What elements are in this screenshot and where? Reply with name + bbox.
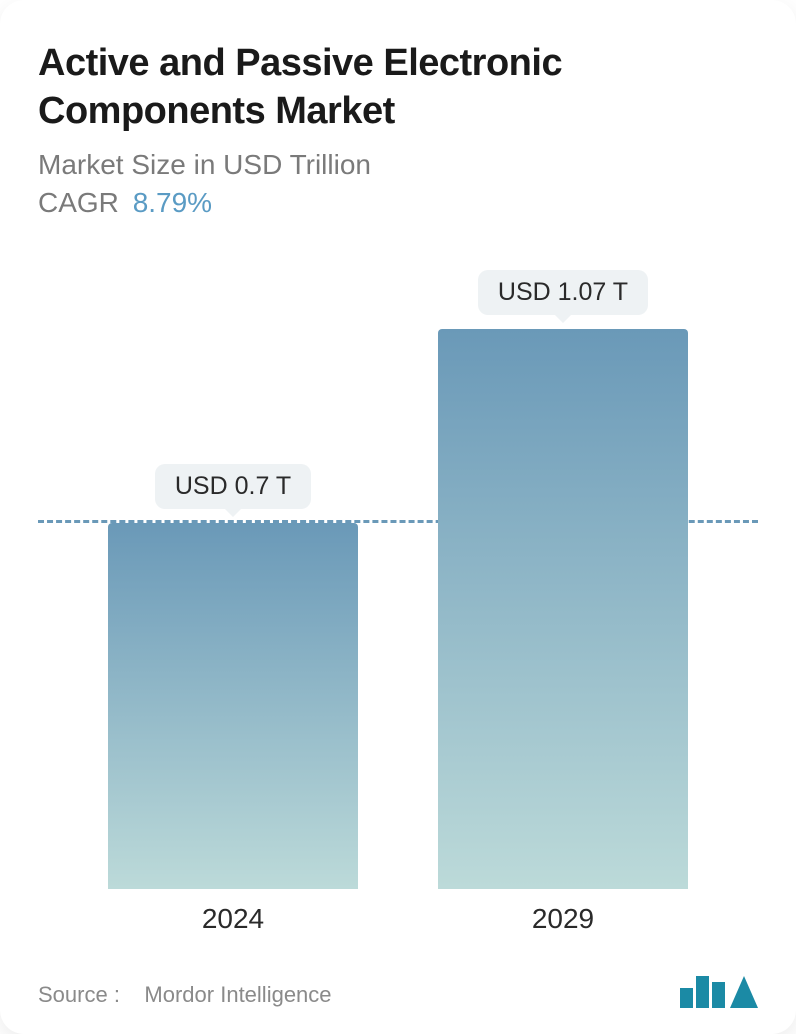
bar xyxy=(108,523,358,889)
brand-logo-icon xyxy=(680,976,758,1008)
source-text: Source : Mordor Intelligence xyxy=(38,982,332,1008)
bar xyxy=(438,329,688,889)
chart-area: USD 0.7 T USD 1.07 T xyxy=(38,249,758,889)
x-axis-labels: 2024 2029 xyxy=(38,889,758,935)
x-axis-label: 2029 xyxy=(433,903,693,935)
source-name: Mordor Intelligence xyxy=(144,982,331,1007)
chart-footer: Source : Mordor Intelligence xyxy=(38,976,758,1008)
cagr-value: 8.79% xyxy=(133,187,212,218)
chart-subtitle: Market Size in USD Trillion xyxy=(38,149,758,181)
bar-group: USD 1.07 T xyxy=(433,270,693,889)
chart-card: Active and Passive Electronic Components… xyxy=(0,0,796,1034)
bar-value-label: USD 1.07 T xyxy=(478,270,648,315)
cagr-row: CAGR 8.79% xyxy=(38,187,758,219)
cagr-label: CAGR xyxy=(38,187,119,218)
source-prefix: Source : xyxy=(38,982,120,1007)
x-axis-label: 2024 xyxy=(103,903,363,935)
chart-title: Active and Passive Electronic Components… xyxy=(38,40,758,135)
bars-container: USD 0.7 T USD 1.07 T xyxy=(38,249,758,889)
bar-value-label: USD 0.7 T xyxy=(155,464,311,509)
bar-group: USD 0.7 T xyxy=(103,464,363,889)
